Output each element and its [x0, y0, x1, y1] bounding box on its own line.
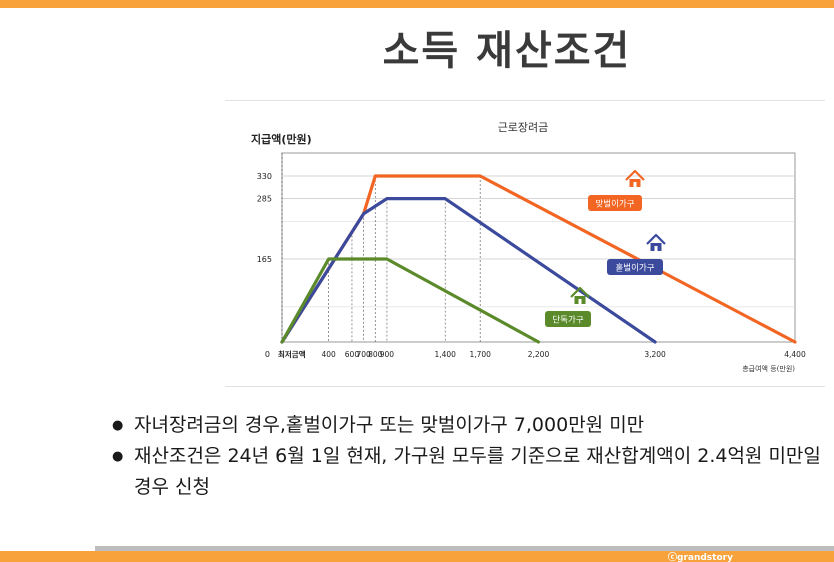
x-tick-label: 400 — [321, 350, 336, 359]
series-line — [280, 197, 657, 344]
chart-svg: 근로장려금 지급액(만원) 총급여액 등(만원) 0 165 285 330 최저금액 4… — [251, 121, 806, 373]
house-roof — [570, 286, 590, 298]
x-tick-label: 700 — [356, 350, 371, 359]
bottom-divider — [95, 546, 834, 551]
x-axis-label: 총급여액 등(만원) — [742, 364, 795, 373]
x-tick-label: 최저금액 — [278, 349, 306, 359]
house-door — [654, 246, 658, 251]
y-tick-label: 165 — [257, 255, 272, 264]
series-legend-label: 홑벌이가구 — [615, 263, 654, 274]
bullet-list: 자녀장려금의 경우,홑벌이가구 또는 맞벌이가구 7,000만원 미만 재산조건… — [112, 410, 828, 503]
plot-border — [281, 152, 796, 343]
top-accent-bar — [0, 0, 834, 8]
series-legend-box — [545, 311, 591, 327]
copyright-credit: ⓒgrandstory — [668, 553, 733, 562]
x-tick-label: 1,700 — [469, 350, 491, 359]
house-icon — [570, 286, 590, 304]
x-tick-label: 3,200 — [644, 350, 666, 359]
x-tick-label: 800 — [368, 350, 383, 359]
y-tick-label: 0 — [265, 350, 270, 359]
house-icon — [646, 233, 666, 251]
series-legend-tag: 맞벌이가구 — [588, 169, 645, 211]
bullet-item: 자녀장려금의 경우,홑벌이가구 또는 맞벌이가구 7,000만원 미만 — [112, 410, 828, 441]
house-icon — [625, 169, 645, 187]
house-roof — [646, 233, 666, 245]
series-legend-box — [607, 259, 663, 275]
series-legend-box — [588, 195, 642, 211]
series-legend-tag: 홑벌이가구 — [607, 233, 666, 275]
x-tick-label: 2,200 — [528, 350, 550, 359]
series-line — [280, 257, 541, 344]
series-legend-tag: 단독가구 — [545, 286, 591, 327]
bullet-item: 재산조건은 24년 6월 1일 현재, 가구원 모두를 기준으로 재산합계액이 … — [112, 441, 828, 503]
chart-frame: 근로장려금 지급액(만원) 총급여액 등(만원) 0 165 285 330 최저금액 4… — [225, 100, 825, 387]
y-tick-label: 285 — [257, 195, 272, 204]
house-roof — [625, 169, 645, 181]
series-legend-label: 맞벌이가구 — [595, 199, 634, 210]
x-tick-label: 1,400 — [434, 350, 456, 359]
house-door — [578, 299, 582, 304]
y-tick-label: 330 — [257, 172, 272, 181]
x-tick-label: 600 — [345, 350, 360, 359]
house-door — [633, 182, 637, 187]
x-tick-label: 900 — [380, 350, 395, 359]
chart-title: 근로장려금 — [498, 121, 549, 134]
series-legend-label: 단독가구 — [552, 315, 583, 326]
slide-title: 소득 재산조건 — [382, 28, 632, 74]
y-axis-label: 지급액(만원) — [251, 132, 312, 146]
bottom-accent-bar — [0, 551, 834, 562]
x-tick-label: 4,400 — [784, 350, 806, 359]
